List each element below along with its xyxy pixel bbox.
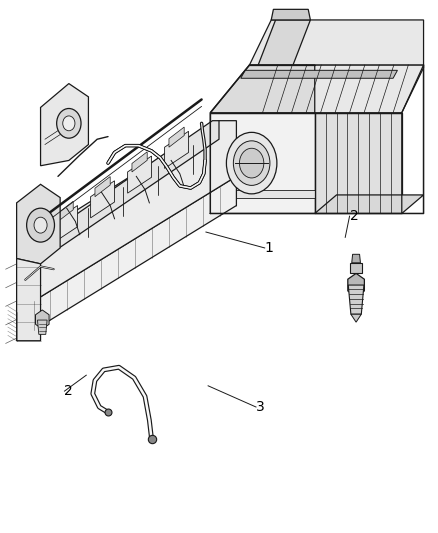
Polygon shape [28, 120, 219, 266]
Polygon shape [38, 320, 47, 334]
Text: 2: 2 [64, 384, 73, 398]
Polygon shape [350, 263, 362, 273]
Polygon shape [258, 20, 311, 65]
Polygon shape [58, 201, 73, 221]
Polygon shape [210, 65, 315, 113]
Polygon shape [210, 190, 315, 198]
Polygon shape [53, 206, 78, 243]
Text: 1: 1 [265, 241, 273, 255]
Polygon shape [35, 310, 49, 329]
Polygon shape [127, 156, 152, 193]
Polygon shape [352, 254, 360, 263]
Circle shape [34, 217, 47, 233]
Polygon shape [17, 120, 237, 312]
Text: 3: 3 [256, 400, 265, 414]
Polygon shape [132, 152, 147, 172]
Circle shape [63, 116, 75, 131]
Polygon shape [271, 10, 311, 20]
Polygon shape [210, 113, 315, 214]
Polygon shape [165, 131, 188, 168]
Polygon shape [91, 181, 115, 218]
Polygon shape [17, 176, 237, 341]
Polygon shape [348, 285, 364, 314]
Polygon shape [201, 144, 210, 160]
Polygon shape [41, 84, 88, 166]
Polygon shape [169, 127, 184, 147]
Polygon shape [95, 176, 110, 197]
Polygon shape [17, 184, 60, 264]
Polygon shape [17, 259, 41, 341]
Polygon shape [250, 20, 424, 113]
Circle shape [240, 148, 264, 178]
Polygon shape [348, 273, 364, 297]
Circle shape [226, 132, 277, 194]
Circle shape [57, 109, 81, 138]
Polygon shape [241, 70, 397, 78]
Polygon shape [315, 113, 402, 214]
Circle shape [27, 208, 54, 242]
Circle shape [233, 141, 270, 185]
Text: 2: 2 [350, 209, 358, 223]
Polygon shape [351, 314, 361, 322]
Polygon shape [315, 195, 424, 214]
